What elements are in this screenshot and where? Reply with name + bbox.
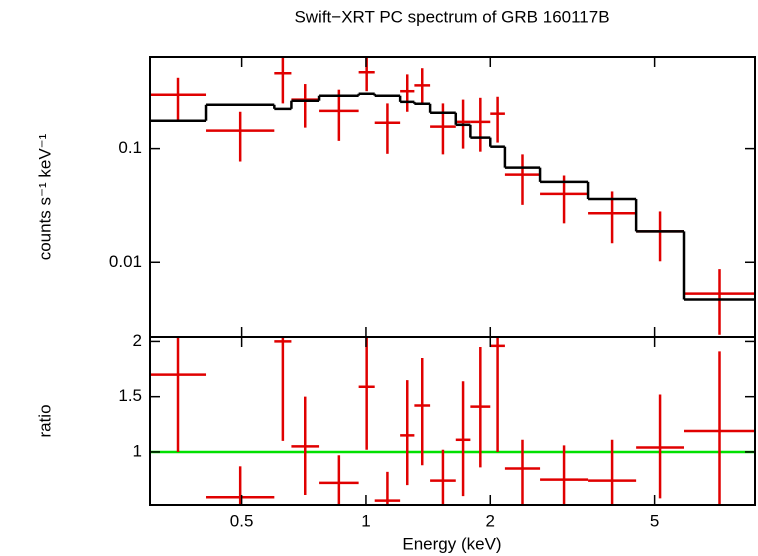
plot-area	[150, 337, 755, 505]
y-axis-label: counts s⁻¹ keV⁻¹	[35, 133, 54, 260]
x-axis-label: Energy (keV)	[402, 534, 501, 553]
plot-area	[150, 57, 755, 335]
x-tick-label: 2	[486, 511, 495, 530]
plot-frame	[149, 336, 756, 506]
y-tick-label: 0.1	[118, 138, 142, 157]
y-tick-label: 0.01	[109, 252, 142, 271]
chart-title: Swift−XRT PC spectrum of GRB 160117B	[294, 7, 609, 26]
x-tick-label: 5	[650, 511, 659, 530]
y-tick-label: 1.5	[118, 386, 142, 405]
x-tick-label: 0.5	[230, 511, 254, 530]
plot-frame	[149, 56, 756, 338]
y-tick-label: 2	[133, 331, 142, 350]
y-tick-label: 1	[133, 441, 142, 460]
x-tick-label: 1	[361, 511, 370, 530]
y-axis-label: ratio	[35, 404, 54, 437]
